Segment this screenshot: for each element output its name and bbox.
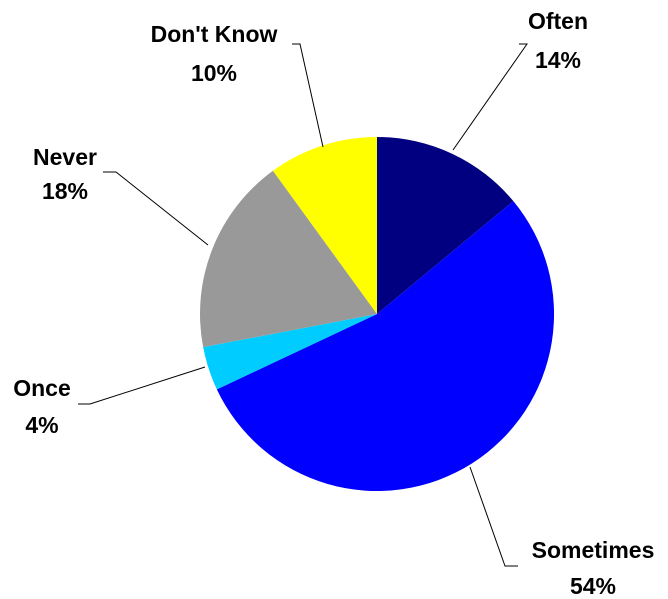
slice-value-never: 18% xyxy=(42,178,88,204)
slice-label-once: Once xyxy=(13,375,71,401)
slice-label-dont-know: Don't Know xyxy=(151,21,278,47)
pie-slices xyxy=(200,137,555,492)
pie-slice-often xyxy=(377,137,514,314)
pie-slice-once xyxy=(203,314,377,390)
leader-line-sometimes xyxy=(469,466,518,567)
pie-slice-never xyxy=(200,170,377,348)
slice-value-often: 14% xyxy=(535,47,581,73)
slice-labels: Often 14% Sometimes 54% Once 4% Never 18… xyxy=(13,8,654,599)
slice-value-once: 4% xyxy=(25,412,58,438)
leader-line-dont-know xyxy=(292,43,324,148)
leader-line-never xyxy=(103,171,209,246)
slice-label-never: Never xyxy=(33,144,97,170)
slice-value-sometimes: 54% xyxy=(570,573,616,599)
leader-lines xyxy=(78,43,528,567)
pie-slice-sometimes xyxy=(216,201,555,492)
slice-value-dont-know: 10% xyxy=(191,60,237,86)
leader-line-often xyxy=(452,43,528,151)
leader-line-once xyxy=(78,366,206,405)
slice-label-sometimes: Sometimes xyxy=(532,537,655,563)
slice-label-often: Often xyxy=(528,8,588,34)
pie-slice-don-t-know xyxy=(272,137,377,314)
